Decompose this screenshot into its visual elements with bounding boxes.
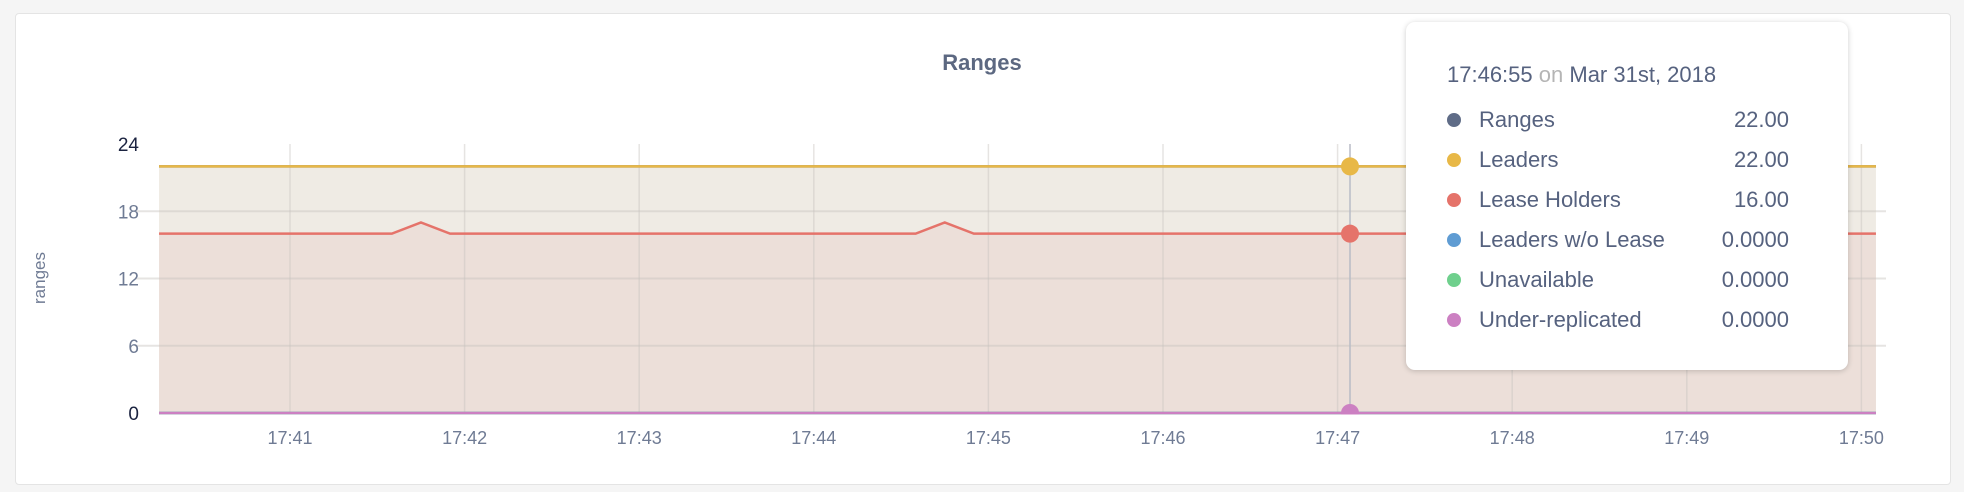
hover-point-lease-holders	[1341, 224, 1359, 243]
y-tick-label: 0	[128, 404, 139, 425]
tooltip-time: 17:46:55	[1447, 62, 1533, 87]
tooltip-label: Unavailable	[1479, 267, 1594, 292]
tooltip-row: Lease Holders 16.00	[1441, 180, 1789, 220]
y-tick-label: 18	[118, 202, 139, 223]
x-tick-label: 17:48	[1490, 428, 1535, 448]
x-tick-label: 17:50	[1839, 428, 1884, 448]
tooltip-value: 0.0000	[1721, 307, 1789, 332]
hover-tooltip: 17:46:55 on Mar 31st, 2018 Ranges 22.00 Le…	[1406, 22, 1848, 370]
tooltip-row: Under-replicated 0.0000	[1441, 300, 1789, 340]
tooltip-value: 22.00	[1733, 147, 1789, 172]
plot-bottom-mask	[1338, 414, 1362, 427]
tooltip-label: Leaders w/o Lease	[1479, 227, 1665, 252]
hover-point-leaders	[1341, 157, 1359, 176]
y-tick-label: 24	[118, 135, 140, 156]
tooltip-value: 0.0000	[1721, 227, 1789, 252]
tooltip-value: 16.00	[1733, 187, 1789, 212]
legend-dot-lease-holders-icon	[1447, 193, 1461, 207]
x-tick-label: 17:43	[617, 428, 662, 448]
legend-dot-leaders-w-o-lease-icon	[1447, 233, 1461, 247]
legend-dot-under-replicated-icon	[1447, 313, 1461, 327]
x-tick-label: 17:45	[966, 428, 1011, 448]
tooltip-date: Mar 31st, 2018	[1569, 62, 1717, 87]
tooltip-on: on	[1538, 62, 1564, 87]
tooltip-row: Ranges 22.00	[1441, 100, 1789, 140]
x-tick-label: 17:41	[267, 428, 312, 448]
x-tick-label: 17:47	[1315, 428, 1360, 448]
chart-title: Ranges	[942, 50, 1022, 75]
tooltip-label: Ranges	[1479, 107, 1555, 132]
tooltip-label: Lease Holders	[1479, 187, 1621, 212]
tooltip-label: Under-replicated	[1479, 307, 1642, 332]
x-tick-label: 17:42	[442, 428, 487, 448]
x-tick-label: 17:46	[1140, 428, 1185, 448]
legend-dot-ranges-icon	[1447, 113, 1461, 127]
tooltip-row: Leaders w/o Lease 0.0000	[1441, 220, 1789, 260]
x-tick-label: 17:44	[791, 428, 836, 448]
x-tick-label: 17:49	[1664, 428, 1709, 448]
tooltip-value: 0.0000	[1721, 267, 1789, 292]
legend-dot-leaders-icon	[1447, 153, 1461, 167]
tooltip-label: Leaders	[1479, 147, 1559, 172]
legend-dot-unavailable-icon	[1447, 273, 1461, 287]
tooltip-timestamp: 17:46:55 on Mar 31st, 2018	[1447, 62, 1716, 88]
tooltip-row: Unavailable 0.0000	[1441, 260, 1789, 300]
tooltip-value: 22.00	[1733, 107, 1789, 132]
tooltip-row: Leaders 22.00	[1441, 140, 1789, 180]
y-tick-label: 6	[128, 337, 139, 358]
y-tick-label: 12	[118, 270, 139, 291]
